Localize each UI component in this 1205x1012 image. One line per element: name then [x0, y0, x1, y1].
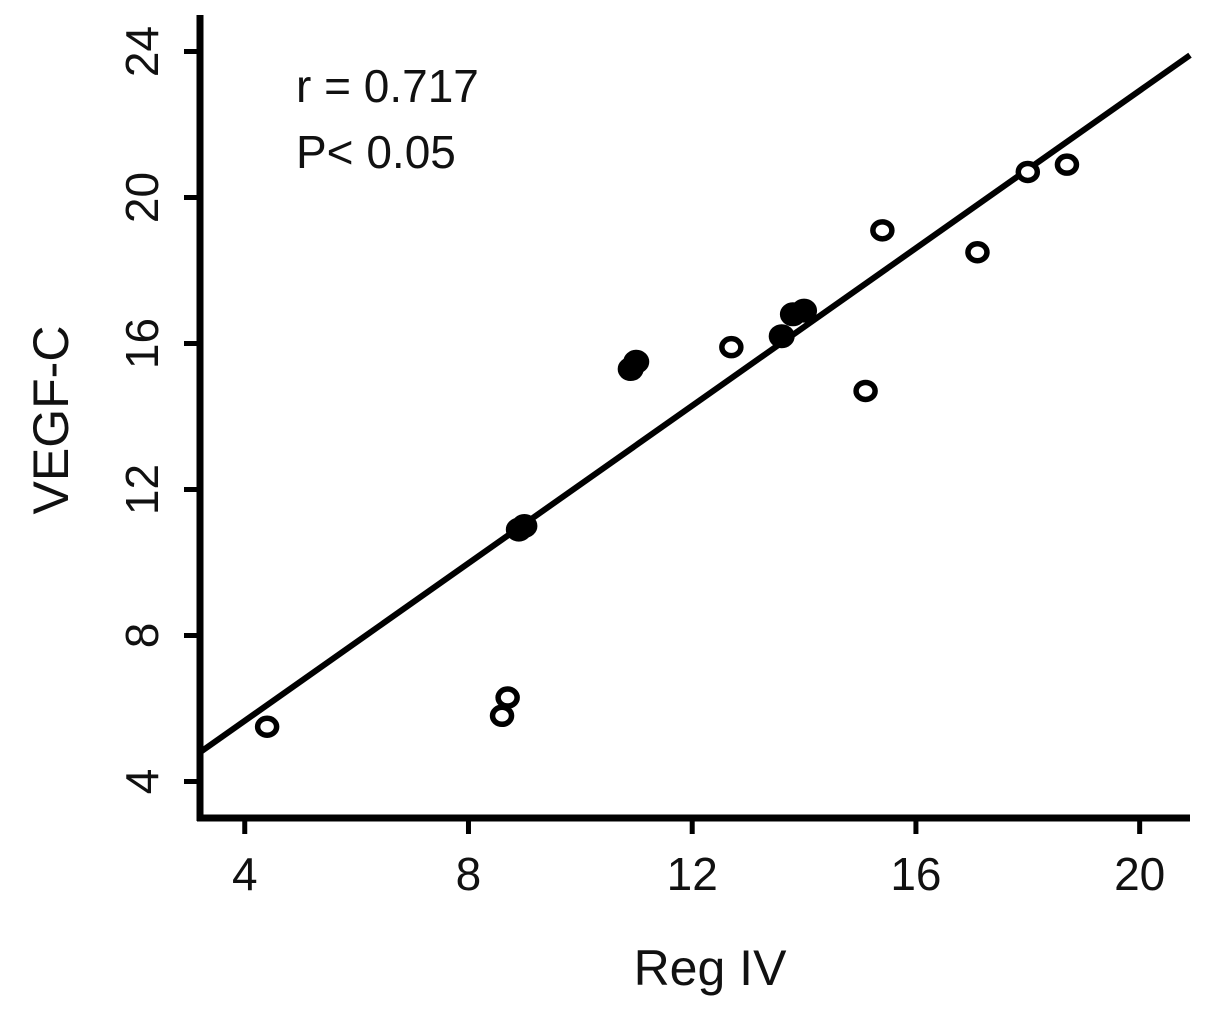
x-axis-ticks: 4 8 12 16 20 [232, 818, 1165, 900]
data-point-open [495, 686, 520, 709]
x-tick-label: 12 [667, 848, 718, 900]
correlation-coefficient-label: r = 0.717 [296, 60, 479, 112]
data-point-open [1054, 153, 1080, 176]
y-tick-label: 12 [116, 464, 168, 515]
y-tick-label: 16 [116, 318, 168, 369]
data-point-filled [791, 298, 818, 323]
data-point-open [853, 379, 878, 403]
x-axis-title: Reg IV [634, 940, 788, 996]
data-point-open [965, 241, 990, 264]
data-point-open [870, 219, 895, 242]
x-tick-label: 20 [1114, 848, 1165, 900]
y-axis-ticks: 4 8 12 16 20 24 [116, 26, 200, 794]
y-axis-title: VEGF-C [23, 326, 79, 515]
x-tick-label: 16 [890, 848, 941, 900]
data-point-open [719, 335, 744, 359]
plot-area [198, 52, 1192, 755]
data-point-open [254, 715, 280, 738]
y-tick-label: 4 [116, 769, 168, 795]
data-point-filled [623, 349, 650, 374]
x-tick-label: 8 [456, 848, 482, 900]
y-tick-label: 8 [116, 623, 168, 649]
data-point-open [1015, 160, 1041, 184]
data-point-filled [511, 514, 538, 538]
data-point-filled [768, 324, 795, 349]
y-tick-label: 24 [116, 26, 168, 77]
data-point-open [489, 704, 515, 728]
p-value-label: P< 0.05 [296, 126, 456, 178]
y-tick-label: 20 [116, 172, 168, 223]
x-tick-label: 4 [232, 848, 258, 900]
